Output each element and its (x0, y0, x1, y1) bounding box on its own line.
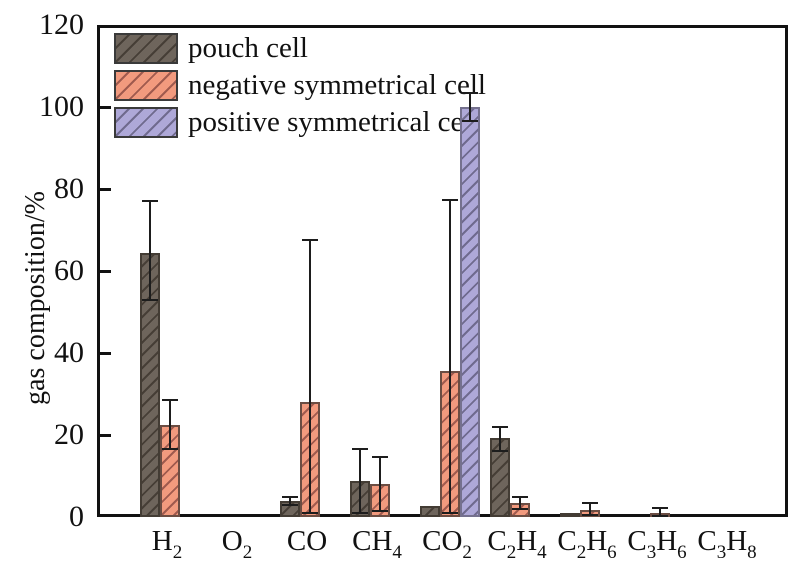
error-bar-cap (142, 200, 158, 203)
error-bar-CO (309, 240, 311, 513)
y-axis-title: gas composition/% (20, 191, 51, 405)
x-tick-label-C3H8: C3H8 (697, 525, 757, 563)
error-bar-cap (282, 503, 298, 506)
error-bar-cap (512, 507, 528, 510)
error-bar-cap (162, 399, 178, 402)
error-bar-C3H6 (659, 508, 661, 516)
legend-swatch (114, 107, 178, 138)
y-tick-mark (100, 433, 111, 437)
error-bar-CO2 (449, 200, 451, 513)
error-bar-cap (302, 239, 318, 242)
error-bar-cap (462, 91, 478, 94)
error-bar-CH4 (359, 448, 361, 513)
y-tick-label: 20 (54, 418, 84, 451)
error-bar-cap (302, 511, 318, 514)
x-tick-label-CO: CO (286, 525, 328, 557)
error-bar-cap (462, 120, 478, 123)
error-bar-C2H4 (519, 496, 521, 509)
error-bar-cap (372, 455, 388, 458)
x-tick-label-CO2: CO2 (422, 525, 472, 563)
x-tick-label-C2H6: C2H6 (557, 525, 617, 563)
x-tick-label-O2: O2 (221, 525, 253, 563)
error-bar-C2H6 (589, 503, 591, 515)
error-bar-H2 (169, 400, 171, 450)
error-bar-cap (582, 513, 598, 516)
error-bar-cap (282, 495, 298, 498)
legend-item: negative symmetrical cell (114, 70, 486, 101)
y-tick-label: 80 (54, 172, 84, 205)
error-bar-cap (652, 507, 668, 510)
y-tick-label: 100 (39, 90, 84, 123)
legend-item: positive symmetrical cell (114, 107, 486, 138)
error-bar-cap (492, 449, 508, 452)
error-bar-cap (142, 298, 158, 301)
x-tick-label-H2: H2 (151, 525, 183, 563)
error-bar-C2H4 (499, 426, 501, 451)
bar-positive-CO2 (460, 107, 480, 517)
y-tick-label: 0 (69, 500, 84, 533)
legend-label: pouch cell (188, 32, 308, 64)
y-tick-mark (100, 269, 111, 273)
error-bar-CO (289, 496, 291, 505)
plot-area: pouch cell negative symmetrical cell posit… (97, 25, 788, 517)
error-bar-H2 (149, 201, 151, 300)
bar-pouch-CO2 (420, 505, 440, 517)
y-tick-mark (100, 105, 111, 109)
legend-label: negative symmetrical cell (188, 69, 486, 101)
x-tick-label-CH4: CH4 (352, 525, 402, 563)
error-bar-CH4 (379, 456, 381, 511)
error-bar-cap (352, 447, 368, 450)
y-tick-label: 40 (54, 336, 84, 369)
legend-item: pouch cell (114, 33, 486, 64)
legend: pouch cell negative symmetrical cell posit… (114, 33, 486, 144)
error-bar-cap (352, 511, 368, 514)
legend-swatch (114, 33, 178, 64)
x-tick-label-C3H6: C3H6 (627, 525, 687, 563)
bar-pouch-C2H6 (560, 512, 580, 517)
error-bar-cap (442, 199, 458, 202)
legend-swatch (114, 70, 178, 101)
error-bar-cap (512, 495, 528, 498)
legend-label: positive symmetrical cell (188, 106, 480, 138)
error-bar-cap (492, 425, 508, 428)
error-bar-cap (652, 514, 668, 517)
y-tick-mark (100, 187, 111, 191)
error-bar-CO2 (469, 92, 471, 122)
y-tick-mark (100, 351, 111, 355)
error-bar-cap (442, 511, 458, 514)
bar-pouch-H2 (140, 252, 160, 517)
y-tick-label: 60 (54, 254, 84, 287)
x-tick-label-C2H4: C2H4 (487, 525, 547, 563)
error-bar-cap (162, 448, 178, 451)
error-bar-cap (372, 509, 388, 512)
bar-pouch-CO (280, 500, 300, 517)
error-bar-cap (582, 502, 598, 505)
y-tick-label: 120 (39, 8, 84, 41)
